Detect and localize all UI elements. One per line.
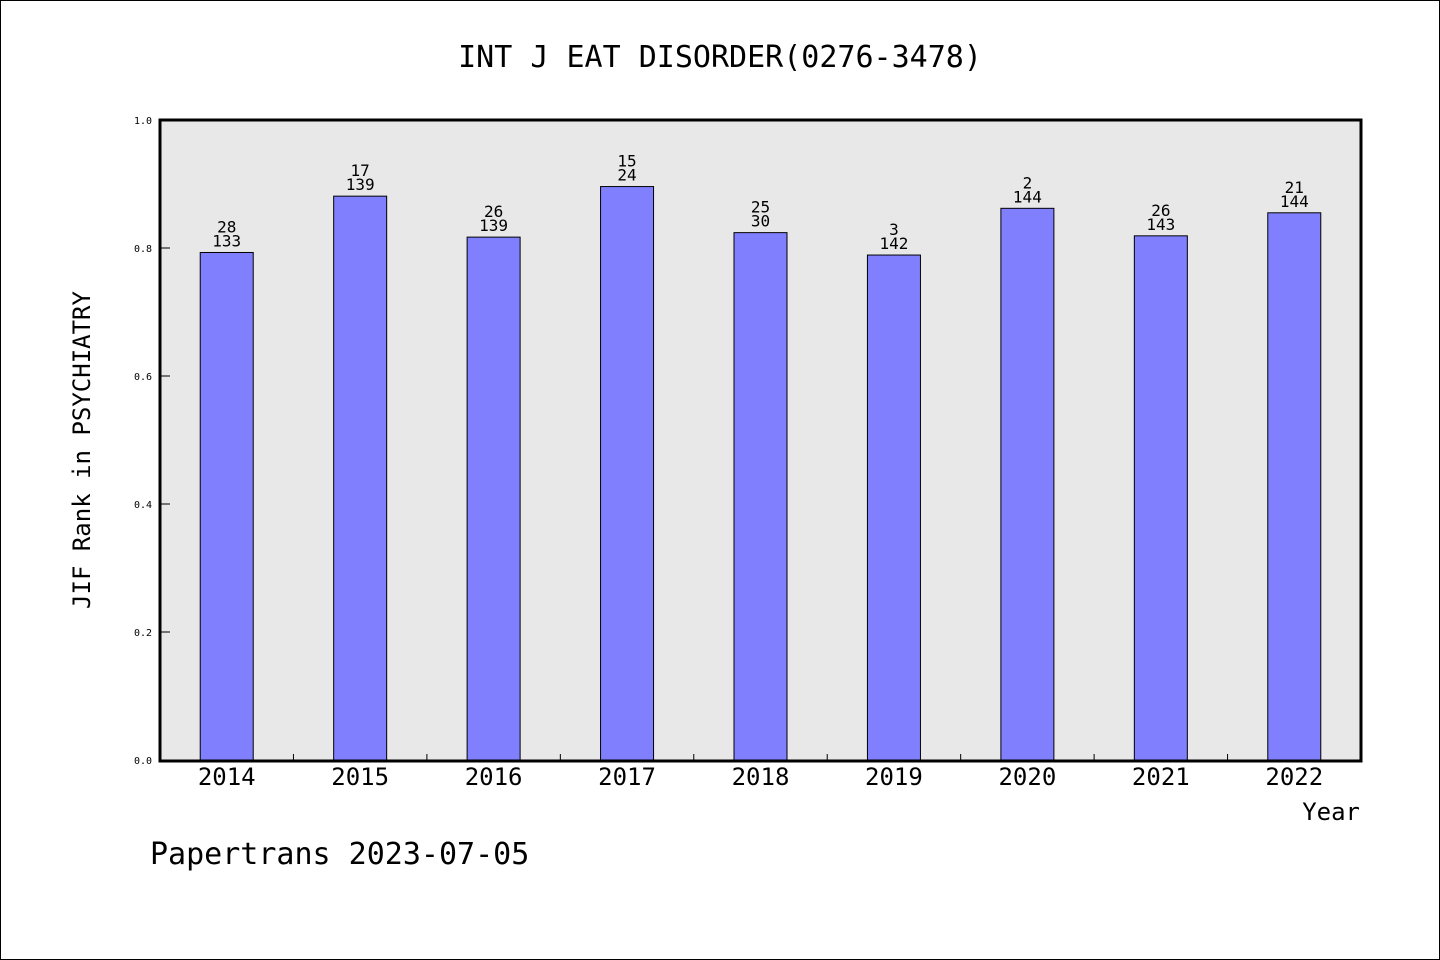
bar-total-label: 30 (751, 212, 770, 231)
bar-rank-label: 21 (1285, 178, 1304, 197)
x-tick-label: 2015 (331, 763, 389, 791)
y-ticks: 0.0 0.2 0.4 0.6 0.8 1.0 (134, 116, 170, 767)
x-tick-label: 2021 (1132, 763, 1190, 791)
bar-2020 (1000, 207, 1055, 761)
bar-rank-label: 15 (617, 152, 636, 171)
y-tick-label: 1.0 (134, 116, 152, 127)
bar-rank-label: 28 (217, 217, 236, 236)
bar-rank-label: 25 (751, 198, 770, 217)
bar-rank-label: 17 (351, 161, 370, 180)
x-tick-label: 2018 (732, 763, 790, 791)
y-tick-label: 0.6 (134, 372, 152, 383)
bar-2018 (733, 232, 788, 761)
bar-total-label: 144 (1013, 187, 1042, 206)
bar-2022 (1267, 212, 1322, 761)
bar-2014 (199, 251, 254, 761)
chart-title: INT J EAT DISORDER(0276-3478) (458, 40, 982, 75)
x-ticks: 2014 2015 2016 2017 2018 2019 2020 2021 2022 (198, 754, 1323, 791)
bar-2015 (333, 195, 388, 761)
bar-rank-label: 3 (889, 220, 899, 239)
x-tick-label: 2016 (465, 763, 523, 791)
y-tick-label: 0.2 (134, 628, 152, 639)
y-axis-label: JIF Rank in PSYCHIATRY (68, 291, 96, 609)
footer-text: Papertrans 2023-07-05 (150, 837, 529, 872)
bar-total-label: 133 (212, 231, 241, 250)
bar-total-label: 24 (617, 166, 636, 185)
bar-total-label: 139 (346, 175, 375, 194)
plot-border (158, 118, 1363, 763)
y-tick-label: 0.0 (134, 756, 152, 767)
y-tick-label: 0.4 (134, 500, 152, 511)
bar-total-label: 139 (479, 216, 508, 235)
y-tick-label: 0.8 (134, 244, 152, 255)
bar-rank-label: 26 (484, 202, 503, 221)
bar-total-label: 142 (879, 234, 908, 253)
x-tick-label: 2022 (1265, 763, 1323, 791)
bar-2019 (866, 254, 921, 761)
bar-2016 (466, 236, 521, 761)
bar-rank-label: 2 (1023, 173, 1033, 192)
x-tick-label: 2019 (865, 763, 923, 791)
x-tick-label: 2020 (998, 763, 1056, 791)
bar-total-label: 144 (1280, 192, 1309, 211)
bar-2017 (600, 186, 655, 761)
x-axis-label: Year (1302, 798, 1360, 826)
x-tick-label: 2017 (598, 763, 656, 791)
bar-total-label: 143 (1146, 215, 1175, 234)
x-tick-label: 2014 (198, 763, 256, 791)
bar-rank-label: 26 (1151, 201, 1170, 220)
bar-2021 (1133, 235, 1188, 761)
